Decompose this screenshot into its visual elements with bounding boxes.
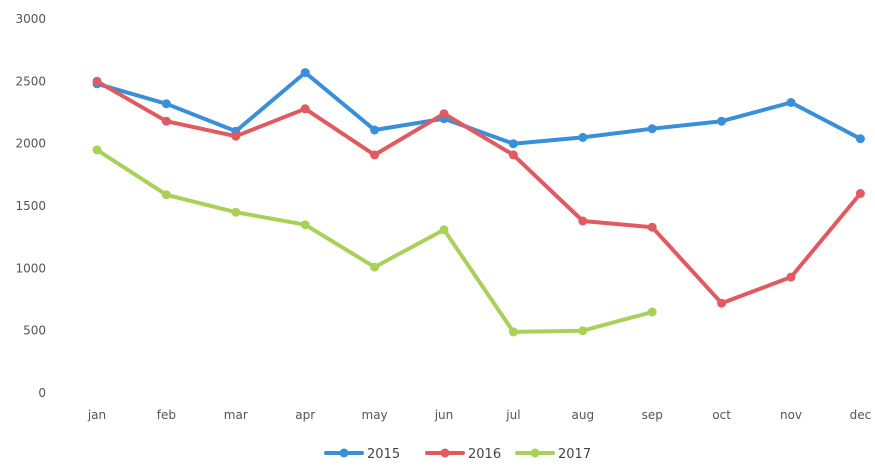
data-point-2017-may <box>370 262 380 272</box>
data-point-2016-may <box>370 150 380 160</box>
x-tick-label: jun <box>434 408 454 422</box>
data-point-2015-may <box>370 125 380 135</box>
data-point-2015-dec <box>855 134 865 144</box>
data-point-2015-aug <box>578 132 588 142</box>
legend-item-2017: 2017 <box>515 447 591 462</box>
legend-swatch-marker <box>440 448 450 458</box>
data-point-2017-feb <box>161 190 171 200</box>
data-point-2015-jul <box>508 139 518 149</box>
x-tick-label: nov <box>780 408 802 422</box>
data-point-2016-nov <box>786 272 796 282</box>
data-point-2016-sep <box>647 222 657 232</box>
series-line-2017 <box>95 147 655 334</box>
data-point-2017-aug <box>578 326 588 336</box>
data-point-2017-apr <box>300 220 310 230</box>
x-tick-label: may <box>362 408 388 422</box>
data-point-2017-jun <box>439 225 449 235</box>
y-tick-label: 500 <box>23 324 46 338</box>
data-point-2017-jan <box>92 145 102 155</box>
x-axis-ticks: jan feb mar apr may jun jul aug sep oct nov dec <box>87 408 871 422</box>
data-point-2016-dec <box>855 189 865 198</box>
y-tick-label: 1500 <box>15 199 46 213</box>
legend-item-2015: 2015 <box>324 447 400 462</box>
data-point-2016-jul <box>508 150 518 160</box>
series-lines <box>95 70 863 334</box>
data-point-2015-apr <box>300 68 310 78</box>
legend-item-2016: 2016 <box>425 447 501 462</box>
data-point-2017-mar <box>231 207 241 217</box>
data-point-2016-mar <box>231 131 241 141</box>
data-point-2016-jan <box>92 76 102 86</box>
y-tick-label: 1000 <box>15 261 46 275</box>
x-tick-label: sep <box>642 408 663 422</box>
x-tick-label: oct <box>712 408 731 422</box>
x-tick-label: feb <box>157 408 176 422</box>
data-point-2015-feb <box>161 99 171 109</box>
y-tick-label: 2500 <box>15 74 46 88</box>
legend-label: 2015 <box>367 447 400 462</box>
data-point-2016-feb <box>161 116 171 126</box>
x-tick-label: dec <box>850 408 872 422</box>
x-tick-label: apr <box>295 408 315 422</box>
y-tick-label: 0 <box>38 386 46 400</box>
x-tick-label: jul <box>505 408 520 422</box>
legend: 2015 2016 2017 <box>324 447 591 462</box>
y-axis-ticks: 0 500 1000 1500 2000 2500 3000 <box>15 12 46 400</box>
x-tick-label: aug <box>572 408 595 422</box>
data-point-2017-jul <box>508 327 518 337</box>
x-tick-label: mar <box>224 408 248 422</box>
series-points <box>92 68 865 337</box>
data-point-2015-nov <box>786 98 796 107</box>
data-point-2016-apr <box>300 104 310 114</box>
x-tick-label: jan <box>87 408 106 422</box>
data-point-2016-jun <box>439 109 449 119</box>
data-point-2015-sep <box>647 124 657 134</box>
legend-swatch-marker <box>339 448 349 458</box>
legend-swatch-marker <box>530 448 540 458</box>
data-point-2016-oct <box>717 298 727 308</box>
data-point-2016-aug <box>578 216 588 226</box>
data-point-2017-sep <box>647 307 657 317</box>
y-tick-label: 3000 <box>15 12 46 26</box>
series-line-2015 <box>95 70 863 146</box>
data-point-2015-oct <box>717 116 727 126</box>
series-line-2016 <box>95 79 863 306</box>
legend-label: 2016 <box>468 447 501 462</box>
legend-label: 2017 <box>558 447 591 462</box>
y-tick-label: 2000 <box>15 137 46 151</box>
